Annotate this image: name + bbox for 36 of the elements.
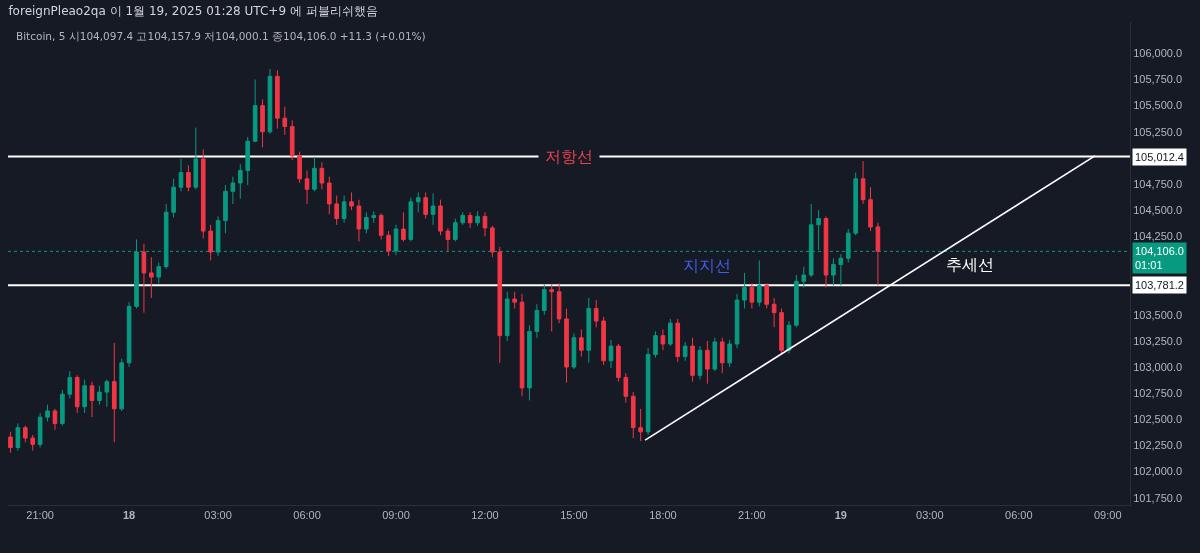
chart-title: foreignPleao2qa 이 1월 19, 2025 01:28 UTC+9 에 퍼블리쉬했음: [8, 4, 378, 19]
x-tick-label: 21:00: [26, 509, 54, 522]
x-tick-label: 18: [122, 509, 136, 522]
ref-line-label: 103,781.2: [1135, 279, 1184, 291]
annotation: 지지선: [683, 256, 731, 275]
y-tick-label: 102,250.0: [1133, 439, 1183, 452]
ref-line-label: 105,012.4: [1135, 151, 1184, 163]
y-tick-label: 102,500.0: [1133, 413, 1183, 426]
y-tick-label: 105,250.0: [1133, 125, 1183, 138]
x-tick-label: 21:00: [738, 509, 766, 522]
y-tick-label: 102,000.0: [1133, 465, 1183, 478]
y-tick-label: 105,750.0: [1133, 73, 1183, 86]
y-tick-label: 101,750.0: [1133, 491, 1183, 504]
annotation: 추세선: [946, 255, 994, 274]
x-tick-label: 09:00: [382, 509, 410, 522]
y-tick-label: 105,500.0: [1133, 99, 1183, 112]
x-tick-label: 15:00: [560, 509, 588, 522]
ref-line-label: 104,106.0 01:01: [1135, 245, 1184, 272]
x-tick-label: 12:00: [471, 509, 499, 522]
y-tick-label: 103,500.0: [1133, 308, 1183, 321]
x-tick-label: 03:00: [204, 509, 232, 522]
x-tick-label: 03:00: [916, 509, 944, 522]
x-tick-label: 06:00: [293, 509, 321, 522]
x-tick-label: 09:00: [1093, 509, 1122, 522]
text: Bitcoin, 5 시104,097.4 고104,157.9 저104,000.1 종104,106.0 +11.3 (+0.01%): [16, 30, 426, 42]
x-tick-label: 06:00: [1005, 509, 1033, 522]
y-tick-label: 104,500.0: [1133, 204, 1183, 217]
y-tick-label: 103,000.0: [1133, 360, 1183, 373]
annotation: 저항선: [545, 147, 593, 166]
y-tick-label: 106,000.0: [1133, 47, 1183, 60]
y-tick-label: 104,750.0: [1133, 177, 1183, 190]
x-tick-label: 19: [834, 509, 847, 522]
y-tick-label: 102,750.0: [1133, 386, 1183, 399]
y-tick-label: 103,250.0: [1133, 334, 1183, 347]
x-tick-label: 18:00: [649, 509, 677, 522]
y-tick-label: 104,250.0: [1133, 230, 1183, 243]
